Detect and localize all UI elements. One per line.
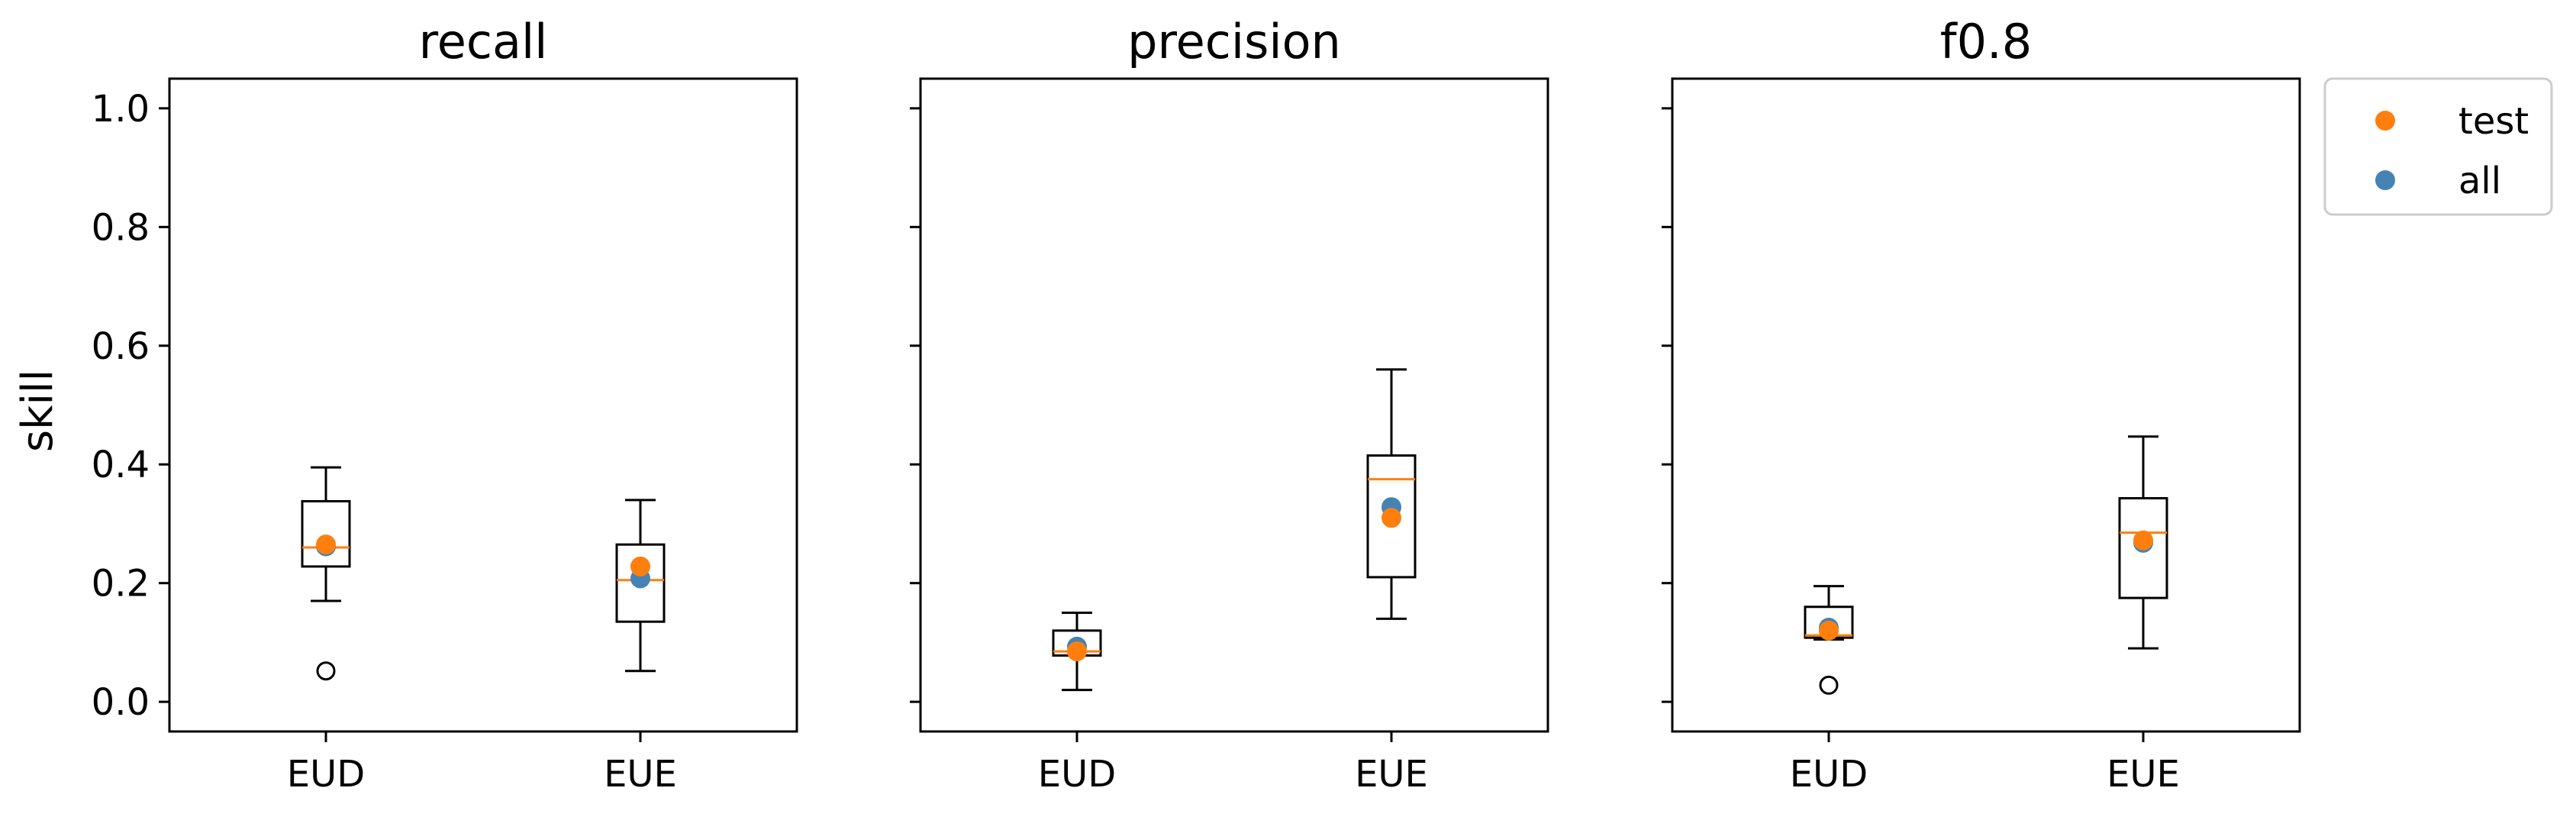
y-tick-label: 1.0	[92, 88, 150, 131]
legend: test all	[2323, 77, 2553, 216]
axes-frame	[168, 77, 798, 733]
iqr-box	[1366, 454, 1417, 579]
box-EUD: EUD	[287, 466, 365, 796]
panel-title: precision	[1127, 14, 1341, 69]
iqr-box	[301, 499, 351, 568]
panel-title: f0.8	[1940, 14, 2032, 69]
test-point	[1381, 508, 1401, 528]
y-axis-label: skill	[13, 370, 63, 452]
box-EUE: EUE	[2107, 435, 2180, 796]
test-point	[316, 534, 336, 555]
panel-title: recall	[419, 14, 548, 69]
box-EUE: EUE	[1355, 368, 1428, 796]
iqr-box	[615, 543, 666, 623]
panel-f0.8: f0.8 EUD EUE	[1662, 14, 2301, 796]
test-point	[2133, 530, 2153, 551]
x-tick-label: EUE	[2107, 753, 2180, 796]
x-tick-label: EUE	[1355, 753, 1428, 796]
outlier-point	[1819, 675, 1839, 695]
axes-frame	[1671, 77, 2301, 733]
y-tick-label: 0.8	[92, 206, 150, 249]
legend-label-test: test	[2458, 100, 2529, 143]
panels: recall 0.0 0.2 0.4 0.6 0.8 1.0 EUD EUE precision E…	[92, 14, 2301, 796]
iqr-box	[2118, 497, 2168, 599]
x-tick-label: EUE	[604, 753, 677, 796]
legend-marker-all	[2375, 170, 2395, 190]
outlier-point	[316, 661, 336, 681]
panel-precision: precision EUD EUE	[910, 14, 1549, 796]
y-tick-label: 0.6	[92, 325, 150, 368]
box-EUD: EUD	[1790, 585, 1868, 796]
box-EUD: EUD	[1038, 612, 1116, 796]
legend-marker-test	[2375, 111, 2395, 131]
box-EUE: EUE	[604, 499, 677, 796]
legend-label-all: all	[2458, 160, 2501, 202]
x-tick-label: EUD	[287, 753, 365, 796]
y-tick-label: 0.4	[92, 444, 150, 486]
test-point	[630, 556, 650, 576]
panel-recall: recall 0.0 0.2 0.4 0.6 0.8 1.0 EUD EUE	[92, 14, 798, 796]
test-point	[1067, 641, 1087, 662]
axes-frame	[919, 77, 1549, 733]
x-tick-label: EUD	[1038, 753, 1116, 796]
y-tick-label: 0.2	[92, 563, 150, 605]
legend-frame	[2323, 77, 2553, 216]
y-tick-label: 0.0	[92, 681, 150, 724]
x-tick-label: EUD	[1790, 753, 1868, 796]
test-point	[1819, 620, 1839, 641]
